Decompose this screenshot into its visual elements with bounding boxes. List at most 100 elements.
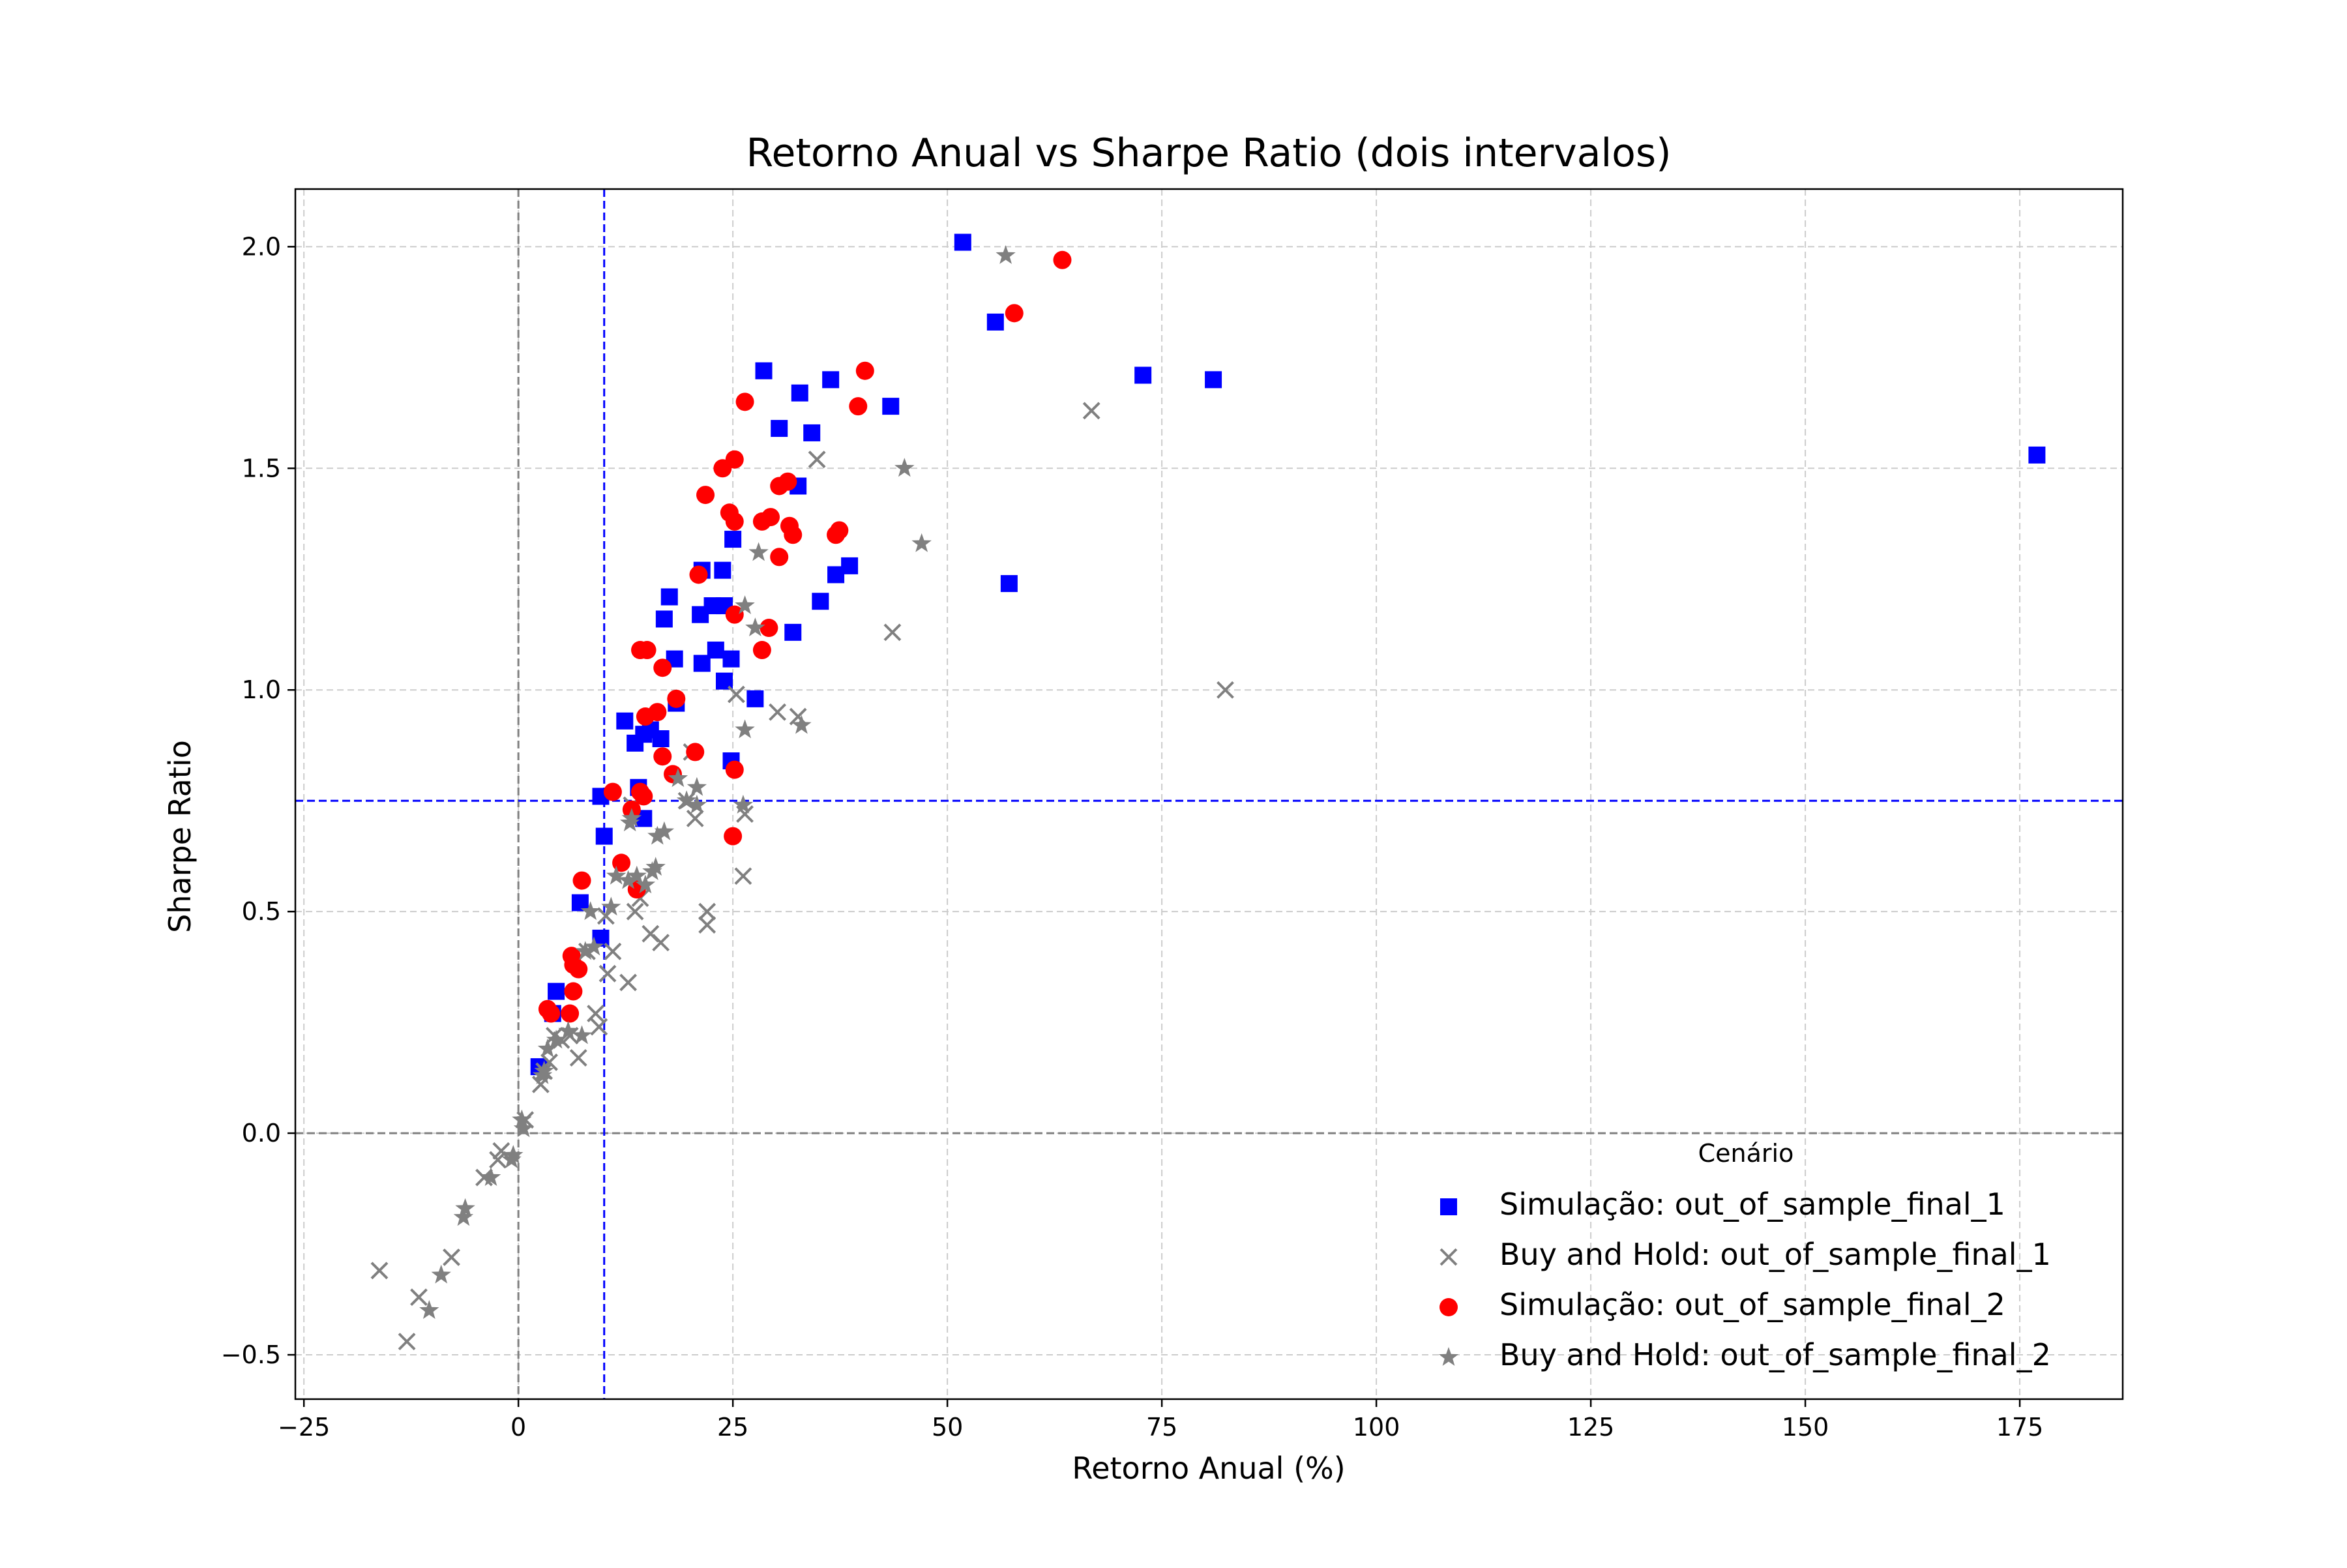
data-point-square (548, 983, 565, 1000)
data-point-x (587, 1005, 605, 1022)
x-tick-label: 150 (1782, 1413, 1829, 1442)
data-point-x (604, 942, 622, 960)
data-point-star (647, 825, 668, 845)
data-point-star (748, 542, 769, 561)
x-tick-label: 100 (1353, 1413, 1400, 1442)
data-point-x (698, 902, 716, 921)
y-tick-label: 0.0 (242, 1119, 281, 1147)
data-point-star (537, 1038, 558, 1058)
data-point-square (627, 734, 644, 752)
legend-marker-x (1439, 1248, 1458, 1266)
data-point-star (635, 874, 656, 894)
x-tick-label: 175 (1996, 1413, 2044, 1442)
data-point-circle (636, 707, 655, 726)
legend-entry-label: Simulação: out_of_sample_final_1 (1499, 1187, 2005, 1222)
data-point-square (882, 398, 900, 415)
data-point-star (676, 790, 697, 810)
data-point-circle (542, 1004, 561, 1023)
legend-marker-circle (1439, 1298, 1458, 1316)
data-point-x (642, 925, 660, 943)
data-point-x (370, 1262, 389, 1280)
plot-frame (294, 188, 2124, 1400)
data-point-star (606, 865, 627, 885)
data-point-square (954, 233, 971, 251)
data-point-star (558, 1020, 578, 1040)
data-point-circle (752, 641, 771, 660)
data-point-star (627, 865, 647, 885)
data-point-circle (569, 960, 588, 979)
data-point-star (996, 245, 1016, 264)
data-point-x (883, 623, 902, 642)
data-point-x (398, 1333, 416, 1351)
data-point-circle (667, 689, 686, 708)
y-tick-label: 1.5 (242, 454, 281, 482)
data-point-square (803, 424, 821, 441)
data-point-square (755, 362, 773, 379)
data-point-star (735, 719, 755, 739)
data-point-square (2028, 446, 2046, 464)
data-point-square (791, 384, 808, 402)
data-point-star (791, 715, 812, 734)
data-point-star (572, 1025, 592, 1044)
y-tick-label: 0.5 (242, 897, 281, 926)
data-point-circle (760, 619, 778, 638)
x-tick-label: 125 (1567, 1413, 1615, 1442)
y-axis-label: Sharpe Ratio (162, 740, 198, 933)
data-point-square (822, 371, 840, 389)
data-point-square (714, 561, 731, 579)
data-point-square (652, 730, 670, 748)
data-point-x (1082, 402, 1100, 420)
data-point-circle (686, 743, 705, 762)
data-point-x (598, 964, 617, 983)
data-point-star (642, 861, 662, 880)
legend-entry-label: Buy and Hold: out_of_sample_final_1 (1499, 1237, 2051, 1272)
legend-marker-square (1440, 1198, 1457, 1215)
data-point-square (693, 655, 711, 672)
data-point-square (986, 313, 1004, 331)
x-axis-label: Retorno Anual (%) (1072, 1451, 1345, 1486)
data-point-x (727, 685, 745, 703)
data-point-circle (653, 747, 672, 766)
legend-entry-label: Simulação: out_of_sample_final_2 (1499, 1287, 2005, 1322)
data-point-star (419, 1300, 439, 1319)
data-point-star (621, 808, 642, 827)
data-point-circle (725, 605, 744, 624)
data-point-circle (725, 512, 744, 531)
data-point-circle (770, 477, 789, 496)
data-point-circle (1005, 304, 1024, 323)
data-point-star (501, 1149, 522, 1168)
x-tick-label: 25 (717, 1413, 748, 1442)
data-point-square (1134, 366, 1152, 384)
data-point-x (698, 916, 716, 934)
data-point-circle (561, 1004, 580, 1023)
data-point-star (668, 768, 688, 788)
data-point-x (734, 867, 752, 885)
data-point-star (455, 1198, 475, 1217)
legend-marker-star (1438, 1347, 1459, 1366)
data-point-x (443, 1249, 460, 1266)
x-tick-label: 50 (932, 1413, 963, 1442)
data-point-square (827, 566, 845, 584)
data-point-star (686, 777, 707, 796)
data-point-circle (770, 548, 789, 567)
data-point-star (735, 595, 755, 614)
data-point-x (1217, 681, 1234, 699)
data-point-square (724, 531, 742, 548)
data-point-square (595, 827, 613, 845)
data-point-x (769, 703, 786, 721)
data-point-star (911, 533, 932, 552)
data-point-circle (638, 641, 657, 660)
data-point-x (590, 1018, 608, 1036)
data-point-star (745, 617, 765, 636)
data-point-x (808, 451, 826, 469)
data-point-star (654, 821, 675, 840)
data-point-circle (696, 486, 715, 505)
x-tick-label: −25 (278, 1413, 330, 1442)
data-point-star (580, 901, 600, 921)
y-tick-label: 2.0 (242, 232, 281, 261)
data-point-circle (713, 459, 732, 478)
data-point-star (453, 1207, 474, 1226)
data-point-star (583, 936, 604, 956)
data-point-circle (752, 512, 771, 531)
